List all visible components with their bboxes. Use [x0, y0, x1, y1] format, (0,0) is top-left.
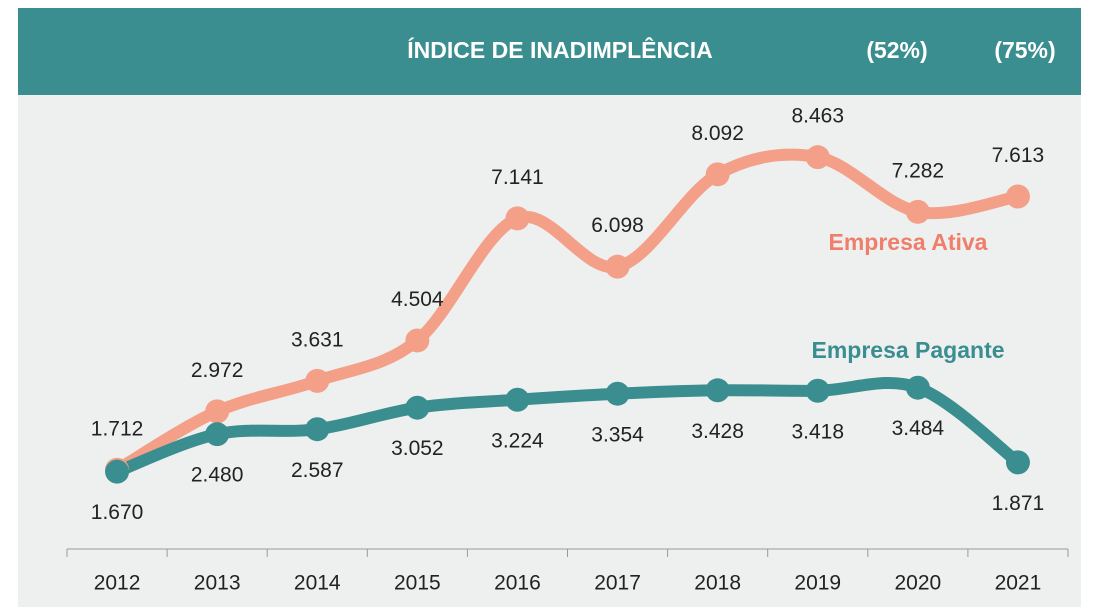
point: [705, 162, 730, 187]
value-label: 3.224: [491, 429, 544, 452]
point: [1005, 450, 1030, 475]
value-label: 1.670: [91, 501, 144, 524]
point: [1005, 184, 1030, 209]
value-label: 8.092: [691, 122, 744, 145]
value-label: 2.972: [191, 359, 244, 382]
value-label: 2.587: [291, 459, 344, 482]
point: [305, 368, 330, 393]
value-label: 1.871: [992, 492, 1045, 515]
x-tick-label: 2013: [194, 572, 241, 595]
x-tick-label: 2016: [494, 572, 541, 595]
value-label: 3.354: [591, 423, 644, 446]
x-tick-label: 2019: [794, 572, 841, 595]
point: [205, 422, 230, 447]
value-label: 2.480: [191, 464, 244, 487]
point: [505, 206, 530, 231]
point: [405, 395, 430, 420]
value-label: 8.463: [791, 105, 844, 128]
point: [105, 459, 130, 484]
point: [605, 254, 630, 279]
series-line: [111, 148, 1024, 476]
value-label: 4.504: [391, 288, 444, 311]
series-label: Empresa Pagante: [811, 337, 1004, 363]
value-label: 3.418: [791, 420, 844, 443]
point: [705, 378, 730, 403]
point: [305, 417, 330, 442]
point: [805, 145, 830, 170]
point: [605, 381, 630, 406]
value-label: 7.141: [491, 166, 544, 189]
point: [805, 378, 830, 403]
annotation: (52%): [866, 37, 927, 63]
value-label: 7.282: [892, 159, 945, 182]
series-label: Empresa Ativa: [829, 229, 988, 255]
x-tick-label: 2017: [594, 572, 641, 595]
header-band: [18, 8, 1081, 95]
point: [905, 199, 930, 224]
value-label: 1.712: [91, 417, 144, 440]
plot-background: [18, 8, 1081, 607]
series-line: [111, 377, 1024, 478]
value-label: 3.052: [391, 437, 444, 460]
point: [505, 387, 530, 412]
point: [205, 399, 230, 424]
value-label: 3.631: [291, 328, 344, 351]
chart-title: ÍNDICE DE INADIMPLÊNCIA: [407, 36, 712, 63]
x-tick-label: 2015: [394, 572, 441, 595]
x-tick-label: 2014: [294, 572, 341, 595]
point: [405, 328, 430, 353]
value-label: 7.613: [992, 144, 1045, 167]
x-tick-label: 2012: [94, 572, 141, 595]
value-label: 6.098: [591, 214, 644, 237]
value-label: 3.428: [691, 420, 744, 443]
x-tick-label: 2020: [894, 572, 941, 595]
point: [905, 375, 930, 400]
annotation: (75%): [994, 37, 1055, 63]
x-tick-label: 2018: [694, 572, 741, 595]
value-label: 3.484: [892, 417, 945, 440]
x-tick-label: 2021: [995, 572, 1042, 595]
